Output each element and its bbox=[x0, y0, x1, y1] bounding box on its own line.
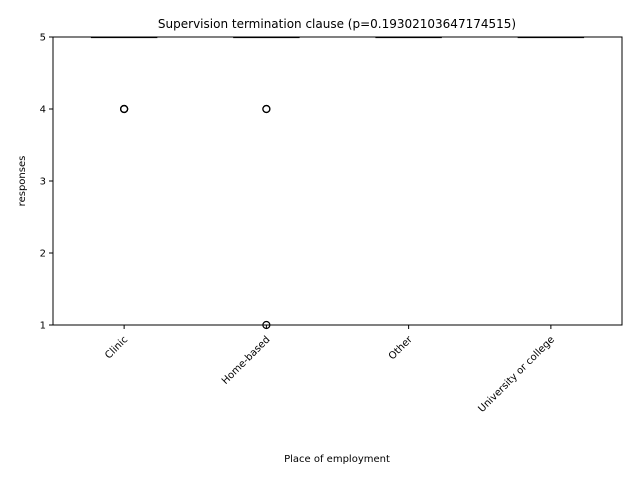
outlier-point bbox=[262, 104, 271, 114]
y-tick-label: 3 bbox=[40, 177, 46, 188]
outlier-point bbox=[120, 104, 129, 114]
y-tick-label: 1 bbox=[40, 321, 46, 332]
y-tick-label: 5 bbox=[40, 33, 46, 44]
y-axis-label: responses bbox=[17, 156, 28, 207]
y-axis: 1 2 3 4 5 bbox=[40, 33, 53, 332]
y-tick-label: 2 bbox=[40, 249, 46, 260]
x-axis-label: Place of employment bbox=[284, 454, 390, 465]
y-tick-label: 4 bbox=[40, 105, 46, 116]
chart-title: Supervision termination clause (p=0.1930… bbox=[158, 17, 516, 31]
